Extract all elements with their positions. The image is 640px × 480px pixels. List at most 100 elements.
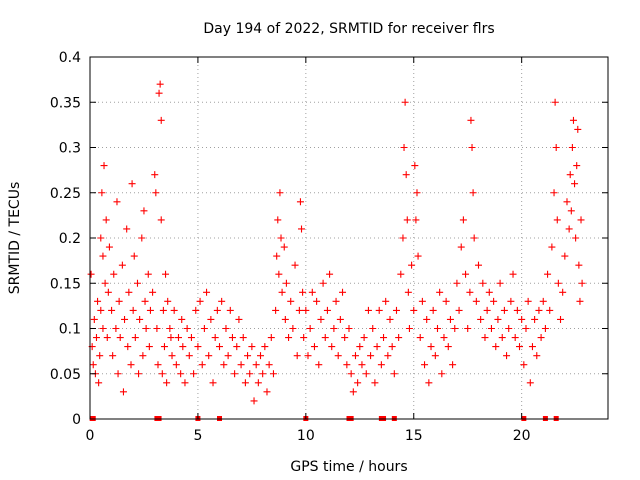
data-point <box>507 297 515 305</box>
data-point <box>287 297 295 305</box>
data-point <box>467 116 475 124</box>
data-point <box>157 216 165 224</box>
data-point <box>104 288 112 296</box>
data-point <box>472 297 480 305</box>
data-point <box>153 325 161 332</box>
data-point <box>414 252 422 260</box>
data-point <box>449 361 457 369</box>
data-point <box>166 325 174 332</box>
data-point <box>483 306 491 314</box>
data-point <box>135 370 143 378</box>
data-point <box>130 252 138 260</box>
data-point <box>218 297 226 305</box>
axis-ticks: 0 0.05 0.1 0.15 0.2 0.25 0.3 0.35 0.4 0 5 10 15 20 <box>50 50 608 444</box>
data-point <box>554 279 562 287</box>
data-point <box>317 315 325 323</box>
data-point <box>485 288 493 296</box>
data-point <box>328 343 336 351</box>
data-point <box>162 270 170 278</box>
data-point <box>226 306 234 314</box>
data-point <box>544 270 552 278</box>
data-point <box>503 352 511 360</box>
data-point <box>446 315 454 323</box>
data-point <box>235 315 243 323</box>
data-point <box>244 352 252 360</box>
data-point <box>203 288 211 296</box>
data-point <box>192 306 200 314</box>
data-point <box>231 370 239 378</box>
data-point <box>399 234 407 242</box>
y-axis-label: SRMTID / TECUs <box>7 182 23 295</box>
data-point <box>207 315 215 323</box>
data-point <box>444 343 452 351</box>
data-point <box>371 379 379 387</box>
data-point <box>248 343 256 351</box>
data-point <box>185 352 193 360</box>
data-point <box>274 216 282 224</box>
data-point <box>158 370 166 378</box>
data-point <box>278 288 286 296</box>
data-point <box>296 198 304 206</box>
data-point <box>505 325 513 332</box>
data-point <box>466 288 474 296</box>
data-point <box>470 234 478 242</box>
data-point <box>276 189 284 197</box>
data-point <box>509 270 517 278</box>
data-point <box>397 270 405 278</box>
data-point <box>537 334 545 342</box>
data-point <box>469 189 477 197</box>
data-point <box>566 171 574 179</box>
data-point <box>129 306 137 314</box>
data-point <box>250 397 258 405</box>
data-point <box>224 352 232 360</box>
data-point <box>402 171 410 179</box>
data-point <box>178 315 186 323</box>
data-point <box>159 306 167 314</box>
data-point <box>187 334 195 342</box>
data-point <box>252 361 260 369</box>
data-point <box>263 388 271 396</box>
data-point <box>438 370 446 378</box>
data-point <box>513 306 521 314</box>
data-point <box>190 370 198 378</box>
data-point <box>319 279 327 287</box>
data-point <box>343 361 351 369</box>
data-point <box>533 352 541 360</box>
data-point <box>313 297 321 305</box>
data-point <box>167 334 175 342</box>
data-point <box>277 234 285 242</box>
data-point <box>308 288 316 296</box>
data-point <box>464 325 472 332</box>
data-point <box>520 361 528 369</box>
data-point <box>416 334 424 342</box>
data-point <box>275 270 283 278</box>
data-point <box>233 343 241 351</box>
data-point <box>179 343 187 351</box>
data-point <box>194 343 202 351</box>
data-point <box>375 306 383 314</box>
data-point <box>321 334 329 342</box>
data-point <box>323 306 331 314</box>
data-point <box>315 361 323 369</box>
data-point <box>421 361 429 369</box>
data-point <box>108 306 116 314</box>
data-point <box>553 216 561 224</box>
data-point <box>573 162 581 170</box>
x-tick-label: 0 <box>86 428 95 444</box>
data-point <box>257 352 265 360</box>
data-point <box>293 352 301 360</box>
data-point <box>330 325 338 332</box>
data-point <box>285 334 293 342</box>
data-point <box>418 297 426 305</box>
data-point <box>102 216 110 224</box>
data-point <box>550 189 558 197</box>
data-point <box>100 162 108 170</box>
data-point <box>369 325 377 332</box>
data-point <box>528 343 536 351</box>
data-point <box>345 325 353 332</box>
data-point <box>131 334 139 342</box>
data-point <box>183 325 191 332</box>
data-point <box>492 343 500 351</box>
data-point <box>433 325 441 332</box>
data-point <box>571 180 579 188</box>
